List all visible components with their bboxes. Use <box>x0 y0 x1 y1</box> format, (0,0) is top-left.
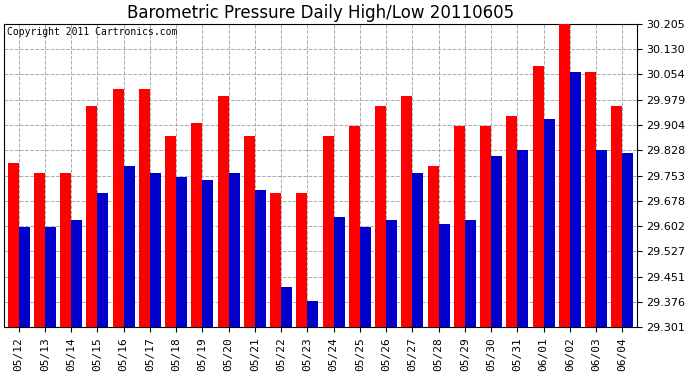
Bar <box>465 220 476 327</box>
Bar <box>402 96 413 327</box>
Bar <box>386 220 397 327</box>
Bar <box>281 287 292 327</box>
Bar <box>349 126 360 327</box>
Bar <box>228 173 239 327</box>
Bar <box>611 106 622 327</box>
Bar <box>139 89 150 327</box>
Bar <box>34 173 45 327</box>
Bar <box>255 190 266 327</box>
Title: Barometric Pressure Daily High/Low 20110605: Barometric Pressure Daily High/Low 20110… <box>127 4 514 22</box>
Bar <box>217 96 228 327</box>
Bar <box>19 227 30 327</box>
Bar <box>112 89 124 327</box>
Bar <box>150 173 161 327</box>
Bar <box>165 136 176 327</box>
Bar <box>270 194 281 327</box>
Bar <box>334 217 345 327</box>
Bar <box>176 177 187 327</box>
Bar <box>428 166 439 327</box>
Bar <box>506 116 518 327</box>
Bar <box>533 66 544 327</box>
Bar <box>491 156 502 327</box>
Bar <box>191 123 202 327</box>
Bar <box>413 173 424 327</box>
Bar <box>375 106 386 327</box>
Bar <box>86 106 97 327</box>
Bar <box>202 180 213 327</box>
Text: Copyright 2011 Cartronics.com: Copyright 2011 Cartronics.com <box>8 27 178 37</box>
Bar <box>360 227 371 327</box>
Bar <box>622 153 633 327</box>
Bar <box>518 150 529 327</box>
Bar <box>596 150 607 327</box>
Bar <box>544 120 555 327</box>
Bar <box>124 166 135 327</box>
Bar <box>307 301 318 327</box>
Bar <box>71 220 82 327</box>
Bar <box>97 194 108 327</box>
Bar <box>8 163 19 327</box>
Bar <box>297 194 307 327</box>
Bar <box>439 224 450 327</box>
Bar <box>323 136 334 327</box>
Bar <box>244 136 255 327</box>
Bar <box>480 126 491 327</box>
Bar <box>570 72 581 327</box>
Bar <box>45 227 56 327</box>
Bar <box>454 126 465 327</box>
Bar <box>585 72 596 327</box>
Bar <box>60 173 71 327</box>
Bar <box>559 19 570 327</box>
